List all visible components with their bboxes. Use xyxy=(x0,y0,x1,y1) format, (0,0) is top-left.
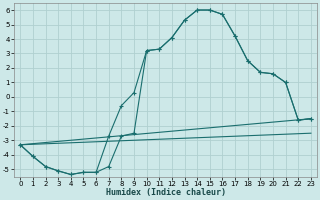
X-axis label: Humidex (Indice chaleur): Humidex (Indice chaleur) xyxy=(106,188,226,197)
